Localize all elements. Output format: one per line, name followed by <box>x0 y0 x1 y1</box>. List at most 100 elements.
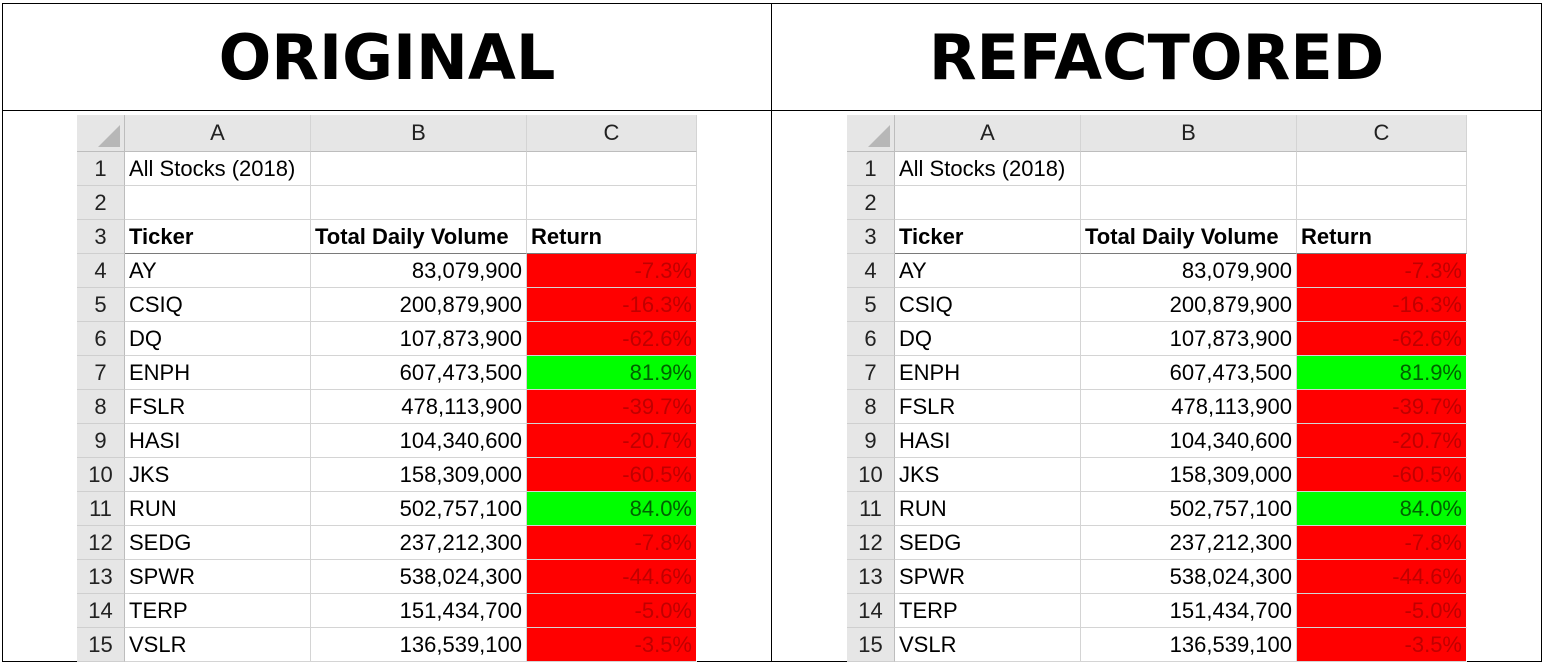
ticker-cell[interactable]: FSLR <box>125 390 311 424</box>
row-header[interactable]: 5 <box>77 288 125 322</box>
return-cell[interactable]: -5.0% <box>1297 594 1467 628</box>
return-cell[interactable]: -39.7% <box>1297 390 1467 424</box>
sheet-title-cell[interactable]: All Stocks (2018) <box>125 152 311 186</box>
ticker-cell[interactable]: CSIQ <box>125 288 311 322</box>
return-cell[interactable]: -39.7% <box>527 390 697 424</box>
ticker-cell[interactable]: HASI <box>895 424 1081 458</box>
row-header[interactable]: 13 <box>847 560 895 594</box>
ticker-cell[interactable]: RUN <box>895 492 1081 526</box>
column-header-a[interactable]: A <box>125 115 311 152</box>
row-header[interactable]: 15 <box>77 628 125 662</box>
ticker-cell[interactable]: FSLR <box>895 390 1081 424</box>
empty-cell[interactable] <box>1081 152 1297 186</box>
empty-cell[interactable] <box>125 186 311 220</box>
ticker-cell[interactable]: SPWR <box>895 560 1081 594</box>
row-header[interactable]: 5 <box>847 288 895 322</box>
row-header[interactable]: 12 <box>77 526 125 560</box>
volume-cell[interactable]: 478,113,900 <box>311 390 527 424</box>
return-cell[interactable]: -7.3% <box>1297 254 1467 288</box>
volume-cell[interactable]: 607,473,500 <box>1081 356 1297 390</box>
volume-cell[interactable]: 136,539,100 <box>1081 628 1297 662</box>
column-header-b[interactable]: B <box>311 115 527 152</box>
volume-cell[interactable]: 151,434,700 <box>311 594 527 628</box>
ticker-cell[interactable]: ENPH <box>895 356 1081 390</box>
return-cell[interactable]: -16.3% <box>1297 288 1467 322</box>
return-cell[interactable]: -20.7% <box>1297 424 1467 458</box>
volume-cell[interactable]: 151,434,700 <box>1081 594 1297 628</box>
row-header[interactable]: 7 <box>77 356 125 390</box>
volume-cell[interactable]: 200,879,900 <box>1081 288 1297 322</box>
row-header[interactable]: 7 <box>847 356 895 390</box>
row-header[interactable]: 14 <box>77 594 125 628</box>
row-header[interactable]: 12 <box>847 526 895 560</box>
return-cell[interactable]: -3.5% <box>527 628 697 662</box>
row-header[interactable]: 6 <box>77 322 125 356</box>
empty-cell[interactable] <box>527 186 697 220</box>
column-header-b[interactable]: B <box>1081 115 1297 152</box>
volume-cell[interactable]: 136,539,100 <box>311 628 527 662</box>
row-header[interactable]: 10 <box>77 458 125 492</box>
volume-cell[interactable]: 200,879,900 <box>311 288 527 322</box>
volume-cell[interactable]: 158,309,000 <box>311 458 527 492</box>
empty-cell[interactable] <box>527 152 697 186</box>
return-cell[interactable]: 84.0% <box>1297 492 1467 526</box>
return-cell[interactable]: 81.9% <box>1297 356 1467 390</box>
return-cell[interactable]: -7.8% <box>527 526 697 560</box>
return-cell[interactable]: -16.3% <box>527 288 697 322</box>
empty-cell[interactable] <box>1297 186 1467 220</box>
row-header[interactable]: 11 <box>847 492 895 526</box>
ticker-header-cell[interactable]: Ticker <box>895 220 1081 254</box>
volume-cell[interactable]: 502,757,100 <box>311 492 527 526</box>
sheet-title-cell[interactable]: All Stocks (2018) <box>895 152 1081 186</box>
volume-cell[interactable]: 237,212,300 <box>311 526 527 560</box>
ticker-cell[interactable]: JKS <box>895 458 1081 492</box>
empty-cell[interactable] <box>1297 152 1467 186</box>
empty-cell[interactable] <box>895 186 1081 220</box>
volume-cell[interactable]: 237,212,300 <box>1081 526 1297 560</box>
row-header[interactable]: 14 <box>847 594 895 628</box>
ticker-cell[interactable]: SEDG <box>125 526 311 560</box>
return-cell[interactable]: 84.0% <box>527 492 697 526</box>
return-cell[interactable]: -20.7% <box>527 424 697 458</box>
ticker-cell[interactable]: DQ <box>895 322 1081 356</box>
row-header[interactable]: 11 <box>77 492 125 526</box>
select-all-corner[interactable] <box>77 115 125 152</box>
row-header[interactable]: 2 <box>847 186 895 220</box>
ticker-cell[interactable]: CSIQ <box>895 288 1081 322</box>
volume-cell[interactable]: 83,079,900 <box>311 254 527 288</box>
row-header[interactable]: 4 <box>77 254 125 288</box>
volume-cell[interactable]: 107,873,900 <box>1081 322 1297 356</box>
ticker-cell[interactable]: TERP <box>895 594 1081 628</box>
row-header[interactable]: 2 <box>77 186 125 220</box>
volume-header-cell[interactable]: Total Daily Volume <box>311 220 527 254</box>
return-cell[interactable]: -44.6% <box>527 560 697 594</box>
return-header-cell[interactable]: Return <box>1297 220 1467 254</box>
return-cell[interactable]: -62.6% <box>527 322 697 356</box>
ticker-cell[interactable]: ENPH <box>125 356 311 390</box>
select-all-corner[interactable] <box>847 115 895 152</box>
ticker-header-cell[interactable]: Ticker <box>125 220 311 254</box>
row-header[interactable]: 8 <box>847 390 895 424</box>
row-header[interactable]: 8 <box>77 390 125 424</box>
ticker-cell[interactable]: AY <box>125 254 311 288</box>
volume-cell[interactable]: 502,757,100 <box>1081 492 1297 526</box>
ticker-cell[interactable]: HASI <box>125 424 311 458</box>
ticker-cell[interactable]: SPWR <box>125 560 311 594</box>
ticker-cell[interactable]: DQ <box>125 322 311 356</box>
row-header[interactable]: 3 <box>77 220 125 254</box>
row-header[interactable]: 10 <box>847 458 895 492</box>
empty-cell[interactable] <box>311 152 527 186</box>
return-header-cell[interactable]: Return <box>527 220 697 254</box>
row-header[interactable]: 9 <box>847 424 895 458</box>
empty-cell[interactable] <box>311 186 527 220</box>
volume-header-cell[interactable]: Total Daily Volume <box>1081 220 1297 254</box>
ticker-cell[interactable]: AY <box>895 254 1081 288</box>
ticker-cell[interactable]: RUN <box>125 492 311 526</box>
ticker-cell[interactable]: TERP <box>125 594 311 628</box>
row-header[interactable]: 3 <box>847 220 895 254</box>
row-header[interactable]: 1 <box>77 152 125 186</box>
row-header[interactable]: 13 <box>77 560 125 594</box>
volume-cell[interactable]: 107,873,900 <box>311 322 527 356</box>
volume-cell[interactable]: 607,473,500 <box>311 356 527 390</box>
return-cell[interactable]: -3.5% <box>1297 628 1467 662</box>
